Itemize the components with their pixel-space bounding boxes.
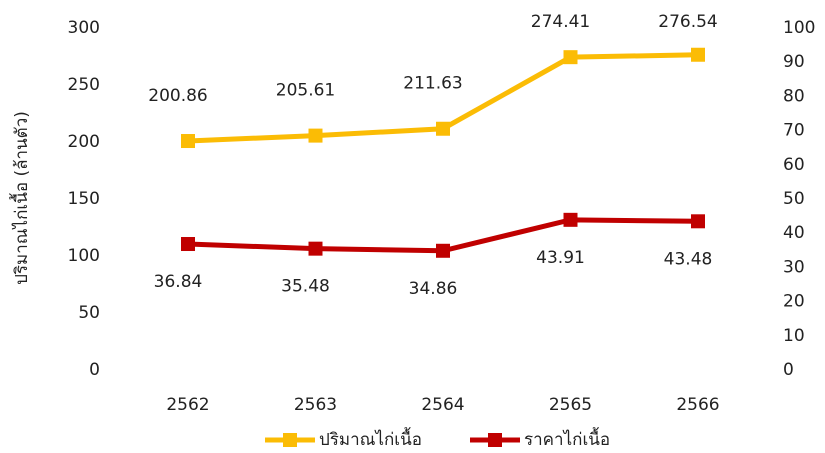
y2-tick-label: 50 <box>783 189 805 209</box>
marker <box>564 50 578 64</box>
x-tick-label: 2564 <box>421 395 464 415</box>
marker <box>181 237 195 251</box>
y2-tick-label: 90 <box>783 52 805 72</box>
marker <box>436 122 450 136</box>
y2-tick-label: 20 <box>783 292 805 312</box>
data-label: 200.86 <box>148 86 207 106</box>
y-tick-label: 200 <box>68 132 100 152</box>
data-label: 276.54 <box>658 12 717 32</box>
y2-tick-label: 10 <box>783 326 805 346</box>
data-label: 205.61 <box>276 81 335 101</box>
marker <box>436 244 450 258</box>
marker <box>691 48 705 62</box>
y2-tick-label: 30 <box>783 257 805 277</box>
x-tick-label: 2565 <box>549 395 592 415</box>
y-tick-label: 300 <box>68 18 100 38</box>
y2-tick-label: 70 <box>783 121 805 141</box>
legend-label: ปริมาณไก่เนื้อ <box>319 427 422 450</box>
marker <box>691 214 705 228</box>
y2-tick-label: 40 <box>783 223 805 243</box>
data-label: 211.63 <box>403 74 462 94</box>
y-tick-label: 0 <box>89 360 100 380</box>
data-label: 43.48 <box>664 249 713 269</box>
y-tick-label: 50 <box>78 303 100 323</box>
data-label: 274.41 <box>531 12 590 32</box>
y2-tick-label: 100 <box>783 18 815 38</box>
marker <box>564 213 578 227</box>
y2-tick-label: 60 <box>783 155 805 175</box>
x-tick-label: 2562 <box>166 395 209 415</box>
legend-marker <box>488 433 502 447</box>
y-axis-label: ปริมาณไก่เนื้อ (ล้านตัว) <box>9 111 32 285</box>
data-label: 43.91 <box>536 248 585 268</box>
marker <box>309 129 323 143</box>
chart: ปริมาณไก่เนื้อ (ล้านตัว) 050100150200250… <box>0 0 825 453</box>
data-label: 36.84 <box>154 272 203 292</box>
y-tick-label: 250 <box>68 75 100 95</box>
y2-tick-label: 0 <box>783 360 794 380</box>
x-tick-label: 2566 <box>676 395 719 415</box>
marker <box>309 242 323 256</box>
legend-label: ราคาไก่เนื้อ <box>524 427 610 450</box>
data-label: 34.86 <box>409 279 458 299</box>
x-tick-label: 2563 <box>294 395 337 415</box>
marker <box>181 134 195 148</box>
y-tick-label: 150 <box>68 189 100 209</box>
legend-marker <box>283 433 297 447</box>
y-tick-label: 100 <box>68 246 100 266</box>
data-label: 35.48 <box>281 277 330 297</box>
y2-tick-label: 80 <box>783 86 805 106</box>
